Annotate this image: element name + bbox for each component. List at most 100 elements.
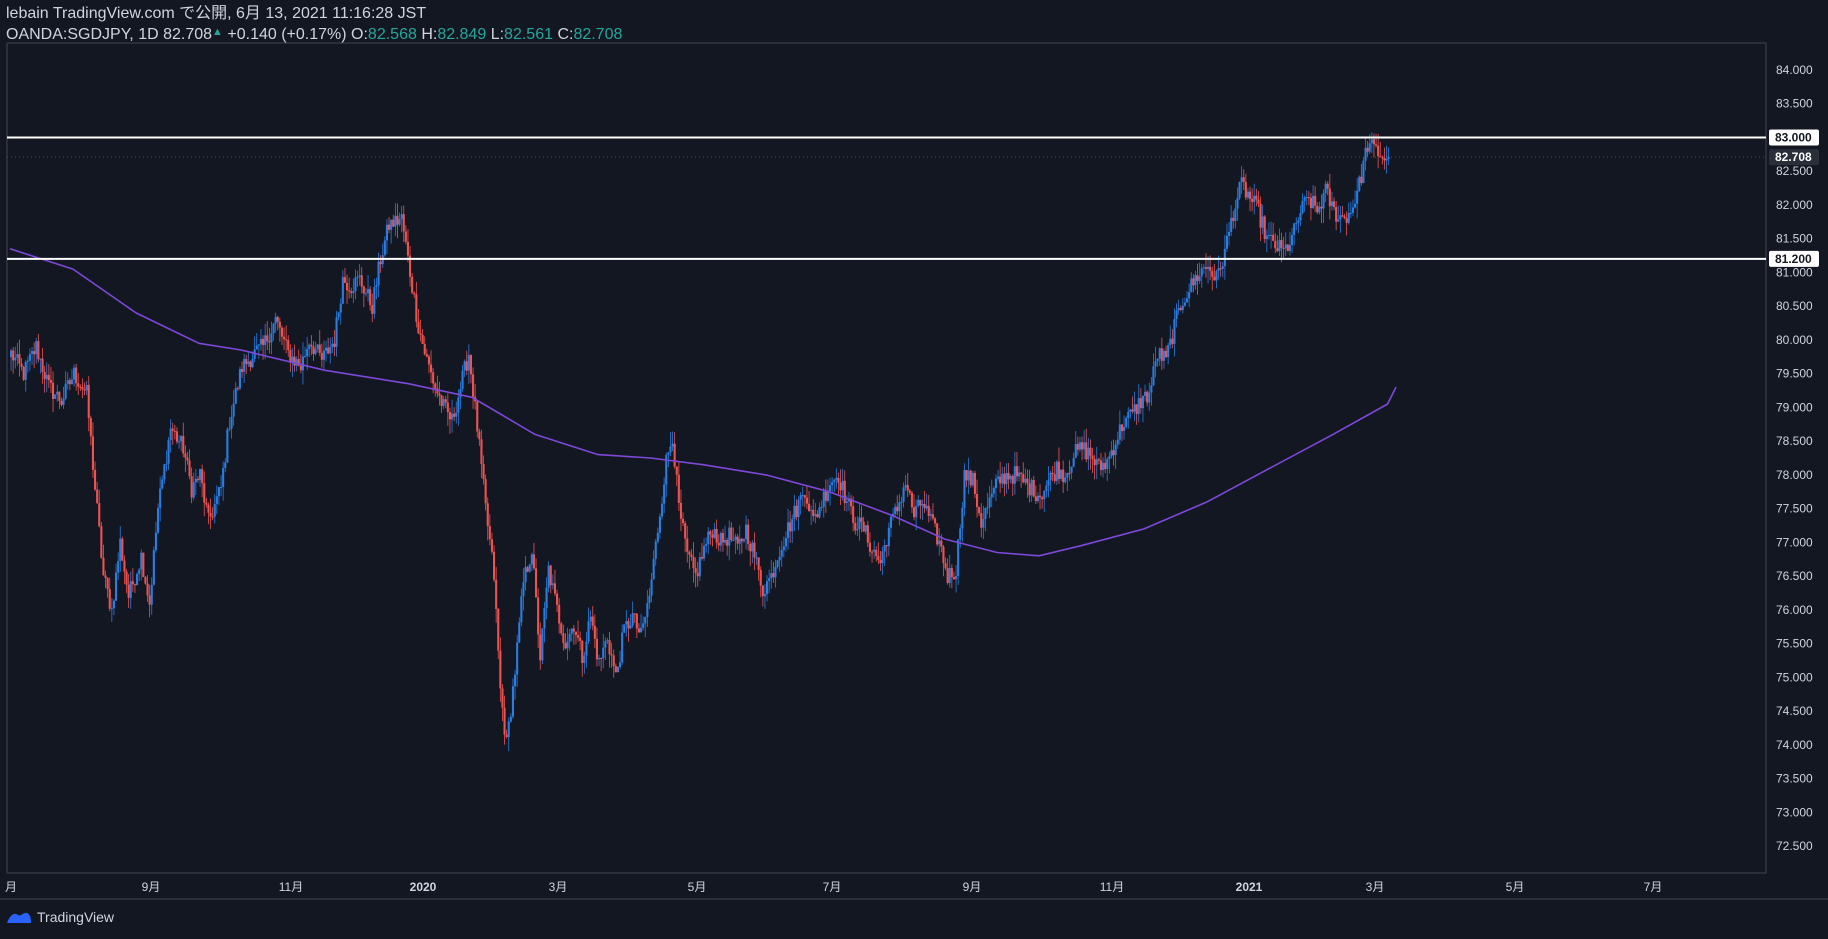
candle-body	[1169, 338, 1172, 346]
candle-body	[301, 356, 304, 371]
candle-body	[465, 361, 468, 371]
candle-body	[503, 707, 506, 735]
candle-body	[1181, 305, 1184, 311]
candle-body	[1238, 182, 1241, 199]
candle-body	[1051, 472, 1054, 475]
candle-body	[1320, 206, 1323, 209]
candle-body	[346, 282, 349, 291]
candle-body	[199, 469, 202, 481]
candle-body	[1152, 366, 1155, 386]
candle-body	[829, 485, 832, 492]
time-tick-label: 2021	[1236, 880, 1263, 894]
candle-body	[946, 568, 949, 584]
candle-body	[339, 303, 342, 313]
candle-body	[801, 495, 804, 497]
candle-body	[331, 343, 334, 348]
candle-body	[341, 277, 344, 304]
candle-body	[352, 291, 355, 294]
candle-body	[234, 388, 237, 404]
candle-body	[415, 294, 418, 322]
candle-body	[787, 522, 790, 539]
candle-body	[944, 563, 947, 569]
up-arrow-icon: ▲	[212, 26, 223, 38]
candle-body	[1198, 276, 1201, 281]
change-value: +0.140 (+0.17%)	[227, 26, 347, 43]
candle-body	[755, 557, 758, 559]
candle-body	[1083, 442, 1086, 450]
candle-body	[738, 538, 741, 544]
candle-body	[766, 581, 769, 595]
candle-body	[1106, 458, 1109, 470]
candle-body	[467, 355, 470, 371]
candle-body	[910, 492, 913, 508]
candle-body	[967, 470, 970, 481]
candle-body	[749, 543, 752, 552]
candle-body	[337, 312, 340, 318]
candle-body	[1133, 404, 1136, 412]
candle-body	[795, 505, 798, 518]
candle-body	[1144, 391, 1147, 396]
horizontal-lines[interactable]	[7, 136, 1766, 260]
candle-body	[1081, 442, 1084, 450]
candle-body	[56, 391, 59, 395]
candle-body	[845, 501, 848, 504]
candle-body	[12, 350, 15, 361]
candle-body	[469, 355, 472, 375]
tradingview-logo-icon	[7, 912, 31, 923]
candle-body	[495, 579, 498, 609]
candle-body	[831, 482, 834, 486]
candle-body	[131, 581, 134, 585]
candle-body	[119, 538, 122, 562]
candle-body	[1282, 247, 1285, 249]
candle-body	[335, 317, 338, 347]
high-value: 82.849	[437, 26, 487, 43]
candle-body	[854, 522, 857, 531]
candle-body	[1099, 460, 1102, 470]
candle-body	[81, 387, 84, 390]
footer-brand[interactable]: TradingView	[6, 909, 114, 925]
candle-body	[610, 654, 613, 656]
candle-body	[264, 335, 267, 345]
candle-body	[1232, 217, 1235, 221]
candle-body	[268, 341, 271, 343]
candle-body	[740, 538, 743, 542]
candle-body	[196, 478, 199, 481]
candle-body	[91, 436, 94, 470]
candle-body	[54, 394, 57, 399]
candle-body	[343, 277, 346, 283]
candle-body	[39, 358, 42, 360]
candle-body	[385, 224, 388, 241]
candle-body	[1074, 443, 1077, 458]
candle-body	[1215, 270, 1218, 281]
candle-body	[310, 344, 313, 347]
candle-body	[459, 389, 462, 398]
candle-body	[66, 380, 69, 384]
candle-body	[379, 261, 382, 265]
price-tick-label: 81.000	[1776, 265, 1813, 279]
candle-body	[476, 401, 479, 432]
candle-body	[808, 503, 811, 511]
candle-body	[22, 367, 25, 380]
candle-body	[1137, 398, 1140, 415]
candle-body	[896, 506, 899, 512]
candle-body	[180, 435, 183, 442]
candle-body	[684, 523, 687, 539]
candle-body	[673, 443, 676, 467]
price-tick-label: 74.000	[1776, 738, 1813, 752]
candle-body	[948, 567, 951, 584]
candle-body	[908, 490, 911, 493]
candle-body	[984, 507, 987, 520]
candle-body	[560, 623, 563, 634]
candle-body	[707, 531, 710, 545]
time-tick-label: 3月	[1366, 880, 1385, 894]
price-axis[interactable]: 84.000 83.500 83.000 82.500 82.000 81.500 81.0…	[1769, 63, 1819, 853]
candle-body	[978, 507, 981, 514]
candle-body	[480, 439, 483, 465]
time-axis[interactable]: 月 9月 11月 2020 3月 5月 7月 9月 11月 2021 3月 5月 7月	[5, 880, 1662, 894]
publish-info: lebain TradingView.com で公開, 6月 13, 2021 …	[6, 5, 427, 22]
candle-body	[627, 621, 630, 629]
candle-body	[356, 276, 359, 278]
candle-body	[276, 316, 279, 322]
candle-body	[192, 482, 195, 498]
